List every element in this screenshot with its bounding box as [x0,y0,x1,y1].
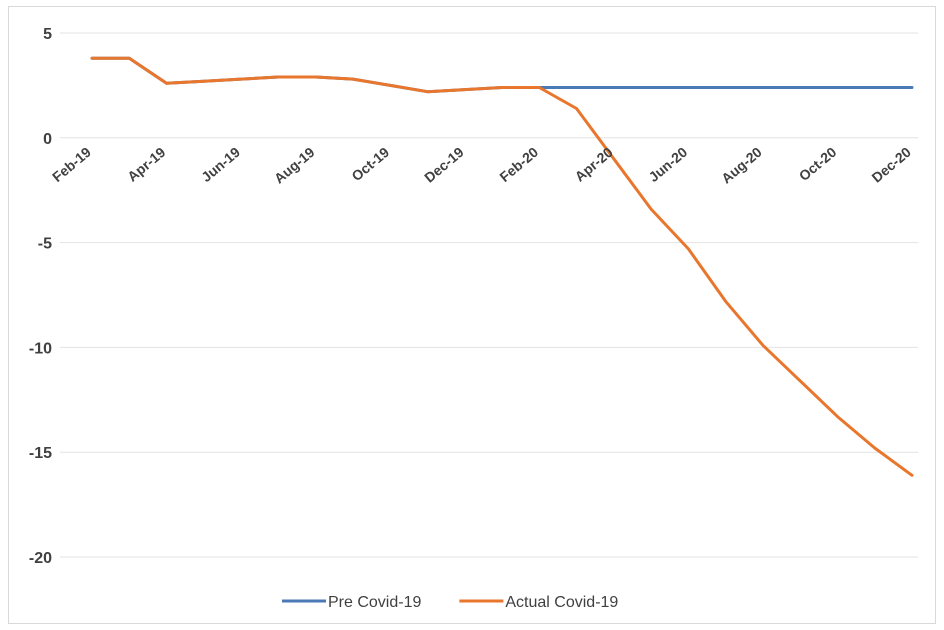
y-tick-label: -15 [29,445,52,462]
y-tick-label: 5 [43,26,52,43]
chart-frame [8,6,936,624]
x-tick-label: Oct-19 [348,144,392,184]
x-tick-label: Feb-20 [496,144,541,185]
gridlines [60,32,918,558]
x-tick-label: Feb-19 [49,144,94,185]
y-tick-label: -10 [29,340,52,357]
x-tick-label: Aug-19 [271,144,318,187]
x-tick-label: Oct-20 [796,144,840,184]
x-axis-ticks: Feb-19 Apr-19 Jun-19 Aug-19 Oct-19 Dec-19 Feb-… [49,144,914,187]
x-tick-label: Aug-20 [718,144,765,187]
y-tick-label: -20 [29,550,52,567]
y-tick-label: 0 [43,131,52,148]
x-tick-label: Dec-19 [421,144,467,186]
legend: Pre Covid-19 Actual Covid-19 [282,594,618,611]
x-tick-label: Apr-20 [571,144,615,185]
x-tick-label: Apr-19 [124,144,168,185]
series-lines [90,56,914,477]
y-axis-ticks: 5 0 -5 -10 -15 -20 [29,26,52,567]
x-tick-label: Jun-19 [198,144,243,185]
legend-label: Pre Covid-19 [328,594,421,611]
series-line-actual-covid-19 [90,56,914,477]
y-tick-label: -5 [38,236,52,253]
x-tick-label: Dec-20 [868,144,914,186]
x-tick-label: Jun-20 [645,144,690,185]
legend-label: Actual Covid-19 [505,594,618,611]
